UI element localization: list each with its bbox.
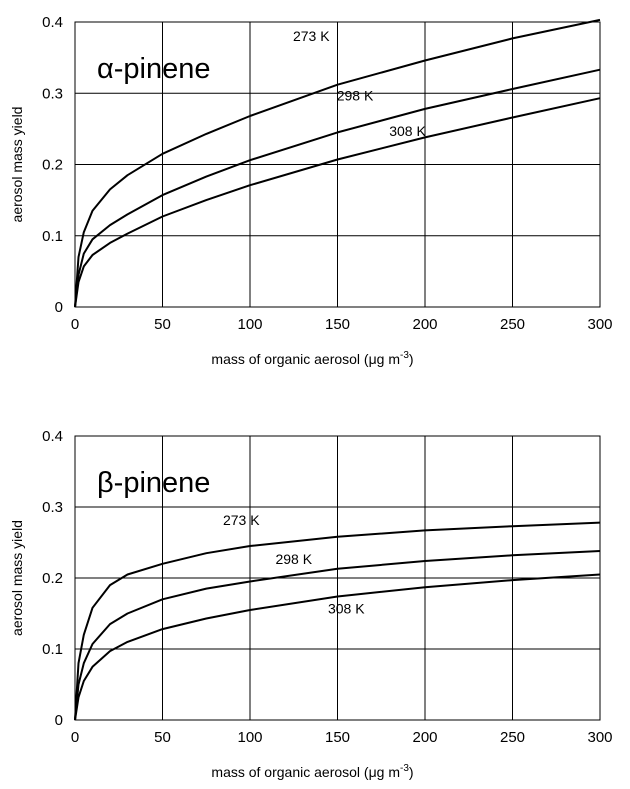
x-axis-label: mass of organic aerosol (μg m-3) [211, 763, 413, 780]
series-line-298-K [74, 550, 601, 721]
tick-labels: 0 50 100 150 200 250 300 0 0.1 0.2 0.3 0.4 [42, 14, 612, 333]
series-label: 308 K [389, 123, 426, 139]
y-tick-label: 0.3 [42, 85, 63, 102]
chart-alpha-pinene: 0 50 100 150 200 250 300 0 0.1 0.2 0.3 0.4 α-pinene… [9, 14, 613, 367]
x-tick-label: 300 [587, 316, 612, 333]
series-labels: 273 K 298 K 308 K [293, 28, 426, 139]
y-tick-label: 0 [55, 712, 63, 729]
compound-label: β-pinene [97, 467, 210, 499]
series-lines [74, 521, 601, 721]
x-tick-label: 100 [237, 316, 262, 333]
plot-area [74, 21, 601, 308]
tick-labels: 0 50 100 150 200 250 300 0 0.1 0.2 0.3 0.4 [42, 428, 612, 746]
chart-beta-pinene: 0 50 100 150 200 250 300 0 0.1 0.2 0.3 0.4 β-pinene… [9, 428, 613, 780]
x-tick-label: 50 [154, 729, 171, 746]
x-tick-label: 300 [587, 729, 612, 746]
x-tick-label: 200 [412, 316, 437, 333]
x-tick-label: 250 [500, 316, 525, 333]
series-line-298-K [74, 68, 601, 308]
x-tick-label: 150 [325, 729, 350, 746]
x-tick-label: 0 [71, 316, 79, 333]
series-line-308-K [74, 97, 601, 308]
series-labels: 273 K 298 K 308 K [223, 512, 365, 617]
y-tick-label: 0.3 [42, 499, 63, 516]
series-label: 308 K [328, 601, 365, 617]
series-line-273-K [74, 521, 601, 721]
y-axis-label: aerosol mass yield [9, 520, 25, 636]
x-tick-label: 0 [71, 729, 79, 746]
x-tick-label: 100 [237, 729, 262, 746]
series-line-308-K [74, 573, 601, 721]
series-label: 298 K [337, 87, 374, 103]
compound-label: α-pinene [97, 53, 211, 85]
plot-area [74, 435, 601, 721]
y-tick-label: 0.1 [42, 228, 63, 245]
series-lines [74, 18, 601, 308]
series-line-273-K [74, 18, 601, 308]
series-label: 273 K [293, 28, 330, 44]
x-tick-label: 150 [325, 316, 350, 333]
x-tick-label: 50 [154, 316, 171, 333]
y-tick-label: 0.2 [42, 570, 63, 587]
y-axis-label: aerosol mass yield [9, 107, 25, 223]
series-label: 273 K [223, 512, 260, 528]
x-tick-label: 200 [412, 729, 437, 746]
x-tick-label: 250 [500, 729, 525, 746]
y-tick-label: 0 [55, 299, 63, 316]
y-tick-label: 0.4 [42, 428, 63, 445]
y-tick-label: 0.4 [42, 14, 63, 31]
y-tick-label: 0.1 [42, 641, 63, 658]
x-axis-label: mass of organic aerosol (μg m-3) [211, 350, 413, 367]
y-tick-label: 0.2 [42, 157, 63, 174]
series-label: 298 K [275, 551, 312, 567]
